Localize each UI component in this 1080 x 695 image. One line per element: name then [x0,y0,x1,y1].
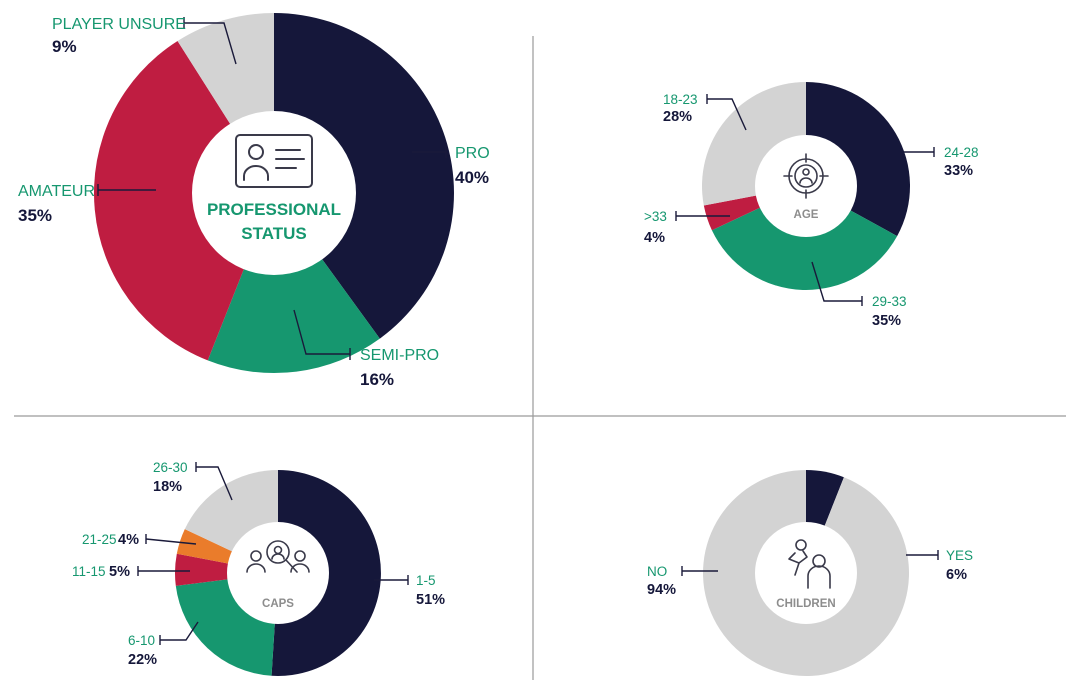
label-11-15: 11-15 [72,564,106,579]
label-semi-pro: SEMI-PRO [360,347,439,364]
label-6-10: 6-10 [128,633,155,648]
slice-amateur [93,41,274,361]
search-people-icon [246,540,310,573]
label-yes: YES [946,548,973,563]
value-no: 94% [647,582,676,598]
label-29-33: 29-33 [872,294,907,309]
value-player-unsure: 9% [52,37,77,56]
target-person-icon [783,153,829,199]
id-card-icon [235,134,313,188]
professional-status-center-line1: PROFESSIONAL [207,200,341,219]
professional-status-hole [192,111,356,275]
professional-status-center-line2: STATUS [241,224,306,243]
caps-chart: CAPS 26-30 18% 21-25 4% 11-15 5% 6-10 22… [72,460,445,677]
value-11-15: 5% [109,564,130,580]
professional-status-chart: PROFESSIONAL STATUS PLAYER UNSURE 9% PRO… [18,13,490,389]
children-center-label: CHILDREN [776,598,835,610]
value-29-33: 35% [872,313,901,329]
leader-semi-pro [293,309,350,355]
value-26-30: 18% [153,479,182,495]
value-amateur: 35% [18,206,52,225]
slice-age-29-33 [711,186,898,291]
label-18-23: 18-23 [663,92,698,107]
caps-center-label: CAPS [262,598,294,610]
leader-player-unsure [184,22,237,65]
professional-status-donut [93,13,454,373]
leader-6-10 [160,621,199,641]
leader-21-25 [145,538,197,545]
label-1-5: 1-5 [416,573,436,588]
label-21-25: 21-25 [82,532,117,547]
value-24-28: 33% [944,163,973,179]
value-pro: 40% [455,168,489,187]
label-24-28: 24-28 [944,145,979,160]
label-over-33: >33 [644,209,667,224]
caps-hole [227,522,329,624]
label-player-unsure: PLAYER UNSURE [52,16,186,33]
children-chart: CHILDREN YES 6% NO 94% [647,470,973,676]
age-hole [755,135,857,237]
label-pro: PRO [455,145,490,162]
slice-pro [274,13,454,339]
label-no: NO [647,564,667,579]
value-over-33: 4% [644,230,665,246]
value-18-23: 28% [663,109,692,125]
label-amateur: AMATEUR [18,183,95,200]
leader-29-33 [811,261,862,302]
age-center-label: AGE [794,209,819,221]
value-21-25: 4% [118,532,139,548]
value-yes: 6% [946,567,967,583]
parent-child-icon [788,539,831,589]
slice-caps-11-15 [174,553,278,586]
slice-semi-pro [207,193,380,373]
leader-18-23 [707,98,747,131]
leader-26-30 [196,466,233,501]
children-hole [755,522,857,624]
value-1-5: 51% [416,592,445,608]
value-6-10: 22% [128,652,157,668]
label-26-30: 26-30 [153,460,188,475]
value-semi-pro: 16% [360,370,394,389]
age-chart: AGE 18-23 28% 24-28 33% >33 4% 29-33 35% [644,81,979,329]
